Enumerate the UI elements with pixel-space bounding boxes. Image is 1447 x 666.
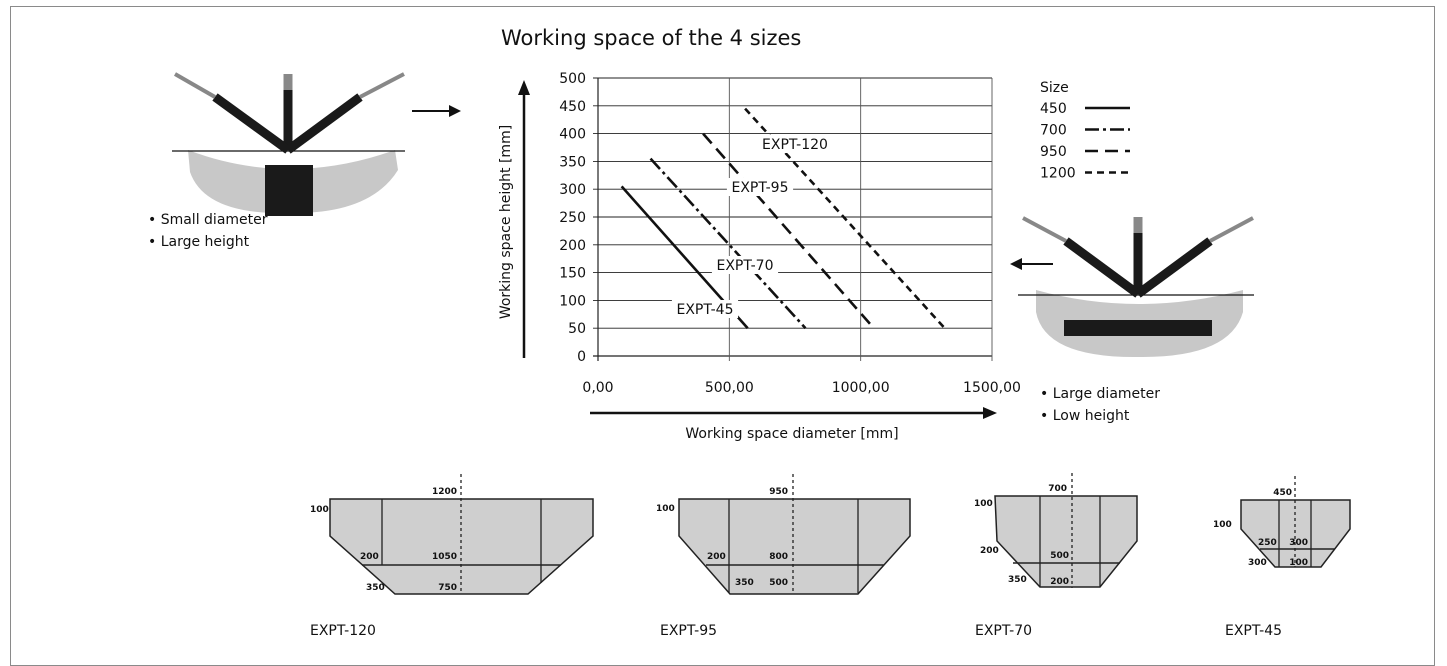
legend-label-450: 450 [1040, 101, 1067, 117]
y-tick-50: 50 [568, 321, 586, 337]
left-robot-left-tip [174, 72, 216, 99]
legend-label-700: 700 [1040, 123, 1067, 139]
profile-expt-120-side: 200 [360, 552, 379, 562]
chart-title: Working space of the 4 sizes [501, 26, 801, 50]
series-label-1200: EXPT-120 [762, 137, 828, 153]
profile-expt-70-top: 700 [1048, 484, 1067, 494]
profile-expt-95-mid: 800 [769, 552, 788, 562]
profile-expt-120-mid: 1050 [432, 552, 457, 562]
chart-legend: Size 450 700 950 1200 [1040, 80, 1130, 182]
profile-expt-70-bottom: 200 [1050, 577, 1069, 587]
profile-expt-45: 450 100 250 300 300 100 EXPT-45 [1213, 476, 1351, 639]
profile-expt-45-side: 250 [1258, 538, 1277, 548]
profile-expt-45-height: 100 [1213, 520, 1232, 530]
profile-expt-120-height: 100 [310, 505, 329, 515]
x-tick-labels: 0,00 500,00 1000,00 1500,00 [582, 380, 1021, 396]
y-tick-150: 150 [559, 266, 586, 282]
x-tick-1: 500,00 [705, 380, 754, 396]
profile-expt-45-mid: 300 [1289, 538, 1308, 548]
profile-expt-95-bottom: 500 [769, 578, 788, 588]
right-note-2: • Low height [1040, 408, 1130, 424]
y-axis-arrow [518, 80, 530, 358]
x-tick-3: 1500,00 [963, 380, 1021, 396]
profile-expt-120-top: 1200 [432, 487, 457, 497]
y-tick-250: 250 [559, 210, 586, 226]
x-axis-label: Working space diameter [mm] [685, 426, 898, 442]
y-tick-350: 350 [559, 154, 586, 170]
y-tick-400: 400 [559, 127, 586, 143]
series-label-700: EXPT-70 [716, 258, 773, 274]
left-robot-illustration [172, 72, 405, 216]
series-label-bg-1200 [757, 135, 833, 153]
profile-expt-95-step: 350 [735, 578, 754, 588]
figure-canvas: Working space of the 4 sizes • Small dia… [148, 26, 1351, 639]
right-robot-illustration [1018, 216, 1254, 358]
profile-expt-120-label: EXPT-120 [310, 623, 376, 639]
y-tick-100: 100 [559, 293, 586, 309]
profile-expt-70-mid: 500 [1050, 551, 1069, 561]
series-label-bg-950 [726, 178, 794, 196]
profile-expt-70: 700 100 200 500 350 200 EXPT-70 [974, 473, 1138, 639]
y-tick-200: 200 [559, 238, 586, 254]
right-robot-right-arm [1135, 237, 1213, 298]
arrow-right [412, 105, 461, 117]
series-labels: EXPT-45 EXPT-70 EXPT-95 EXPT-120 [671, 135, 833, 318]
series-line-950 [702, 132, 875, 330]
profile-expt-45-label: EXPT-45 [1225, 623, 1282, 639]
profile-expt-70-step: 350 [1008, 575, 1027, 585]
profile-expt-45-step: 300 [1248, 558, 1267, 568]
profile-expt-95-height: 100 [656, 504, 675, 514]
x-tick-2: 1000,00 [832, 380, 890, 396]
right-note-1: • Large diameter [1040, 386, 1160, 402]
left-robot-workspace-block [265, 165, 313, 216]
x-tick-0: 0,00 [582, 380, 613, 396]
profile-expt-70-height: 100 [974, 499, 993, 509]
profile-expt-120-bottom: 750 [438, 583, 457, 593]
profile-expt-95-side: 200 [707, 552, 726, 562]
right-robot-left-arm [1063, 237, 1141, 298]
y-tick-labels: 0 50 100 150 200 250 300 350 400 450 500 [559, 71, 586, 365]
profile-expt-95-top: 950 [769, 487, 788, 497]
legend-label-950: 950 [1040, 144, 1067, 160]
right-robot-workspace-block [1064, 320, 1212, 336]
profile-expt-120: 1200 100 200 1050 350 750 EXPT-120 [310, 474, 594, 639]
y-tick-300: 300 [559, 182, 586, 198]
profile-expt-45-bottom: 100 [1289, 558, 1308, 568]
series-label-950: EXPT-95 [731, 180, 788, 196]
series-label-bg-450 [671, 300, 739, 318]
profile-expt-70-label: EXPT-70 [975, 623, 1032, 639]
left-note-2: • Large height [148, 234, 250, 250]
chart-gridlines [593, 77, 993, 361]
left-note-1: • Small diameter [148, 212, 268, 228]
profile-expt-70-shape [994, 495, 1138, 588]
y-tick-0: 0 [577, 349, 586, 365]
profile-expt-45-shape [1240, 499, 1351, 568]
profile-expt-45-top: 450 [1273, 488, 1292, 498]
y-axis-label: Working space height [mm] [498, 125, 514, 319]
profile-expt-95: 950 100 200 800 350 500 EXPT-95 [656, 474, 911, 639]
left-robot-right-tip [359, 72, 405, 99]
y-tick-450: 450 [559, 99, 586, 115]
legend-title: Size [1040, 80, 1069, 96]
y-tick-500: 500 [559, 71, 586, 87]
profile-expt-70-side: 200 [980, 546, 999, 556]
profile-expt-95-label: EXPT-95 [660, 623, 717, 639]
series-label-450: EXPT-45 [676, 302, 733, 318]
legend-label-1200: 1200 [1040, 166, 1076, 182]
profile-expt-120-step: 350 [366, 583, 385, 593]
arrow-left [1010, 258, 1053, 270]
series-line-700 [649, 157, 807, 330]
left-robot-right-arm [285, 93, 363, 154]
series-label-bg-700 [711, 256, 779, 274]
x-axis-arrow [590, 407, 997, 419]
chart-area: 0 50 100 150 200 250 300 350 400 450 500 0,00 500,0… [498, 71, 1021, 442]
right-robot-left-tip [1022, 216, 1067, 243]
right-robot-right-tip [1209, 216, 1254, 243]
left-robot-left-arm [212, 93, 291, 154]
profile-expt-95-shape [678, 498, 911, 595]
